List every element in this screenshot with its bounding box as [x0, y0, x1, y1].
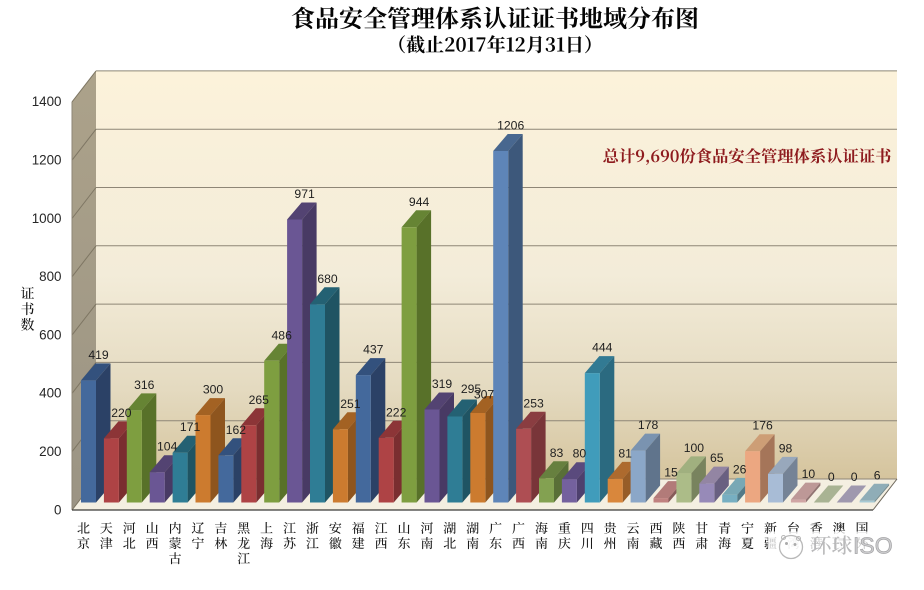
svg-text:0: 0: [828, 470, 835, 484]
svg-text:104: 104: [157, 440, 178, 454]
svg-text:0: 0: [54, 502, 61, 517]
svg-text:600: 600: [39, 327, 61, 342]
svg-text:437: 437: [363, 343, 384, 357]
svg-text:200: 200: [39, 444, 61, 459]
svg-text:486: 486: [272, 328, 293, 342]
svg-text:316: 316: [134, 378, 155, 392]
svg-text:307: 307: [474, 388, 495, 402]
svg-text:680: 680: [317, 272, 338, 286]
svg-text:220: 220: [111, 406, 132, 420]
svg-text:65: 65: [710, 451, 724, 465]
svg-text:171: 171: [180, 420, 201, 434]
svg-text:1206: 1206: [497, 119, 524, 133]
svg-text:98: 98: [779, 441, 793, 455]
svg-text:15: 15: [664, 466, 678, 480]
svg-text:0: 0: [851, 470, 858, 484]
svg-text:162: 162: [226, 423, 247, 437]
svg-text:222: 222: [386, 405, 407, 419]
svg-text:400: 400: [39, 386, 61, 401]
svg-text:81: 81: [618, 446, 632, 460]
svg-text:ISO: ISO: [853, 533, 893, 559]
svg-text:176: 176: [752, 419, 773, 433]
svg-text:265: 265: [249, 393, 270, 407]
svg-text:295: 295: [461, 382, 482, 396]
svg-text:80: 80: [573, 447, 587, 461]
svg-text:800: 800: [39, 269, 61, 284]
svg-text:253: 253: [523, 396, 544, 410]
svg-text:1400: 1400: [32, 94, 62, 109]
svg-text:10: 10: [802, 467, 816, 481]
svg-text:26: 26: [733, 462, 747, 476]
svg-text:444: 444: [592, 341, 613, 355]
svg-text:300: 300: [203, 383, 224, 397]
svg-text:419: 419: [88, 348, 109, 362]
svg-text:100: 100: [684, 441, 705, 455]
svg-text:1200: 1200: [32, 153, 62, 168]
svg-text:6: 6: [874, 468, 881, 482]
svg-text:251: 251: [340, 397, 361, 411]
svg-text:971: 971: [294, 187, 315, 201]
svg-text:178: 178: [638, 418, 659, 432]
svg-text:944: 944: [409, 195, 430, 209]
svg-text:319: 319: [432, 377, 453, 391]
svg-text:1000: 1000: [32, 211, 62, 226]
svg-text:83: 83: [550, 446, 564, 460]
